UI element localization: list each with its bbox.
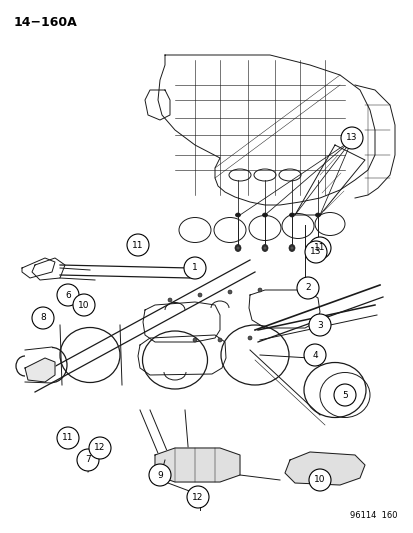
Circle shape	[304, 241, 326, 263]
Ellipse shape	[235, 213, 240, 217]
Ellipse shape	[218, 338, 221, 342]
Ellipse shape	[235, 246, 240, 250]
Text: 12: 12	[94, 443, 105, 453]
Text: 14−160A: 14−160A	[14, 16, 78, 29]
Ellipse shape	[289, 213, 294, 217]
Text: 6: 6	[65, 290, 71, 300]
Text: 9: 9	[157, 471, 162, 480]
Text: 1: 1	[192, 263, 197, 272]
Text: 3: 3	[316, 320, 322, 329]
Circle shape	[308, 237, 330, 259]
Polygon shape	[154, 448, 240, 482]
Text: 5: 5	[341, 391, 347, 400]
Text: 13: 13	[309, 247, 321, 256]
Circle shape	[308, 469, 330, 491]
Text: 12: 12	[192, 492, 203, 502]
Circle shape	[77, 449, 99, 471]
Ellipse shape	[228, 290, 231, 294]
Ellipse shape	[261, 245, 267, 252]
Text: 10: 10	[313, 475, 325, 484]
Ellipse shape	[197, 293, 202, 297]
Text: 2: 2	[304, 284, 310, 293]
Circle shape	[308, 314, 330, 336]
Circle shape	[187, 486, 209, 508]
Ellipse shape	[262, 213, 267, 217]
Ellipse shape	[289, 246, 293, 250]
Circle shape	[89, 437, 111, 459]
Text: 11: 11	[132, 240, 143, 249]
Text: 13: 13	[345, 133, 357, 142]
Circle shape	[57, 427, 79, 449]
Ellipse shape	[314, 245, 320, 252]
Text: 96114  160: 96114 160	[350, 511, 397, 520]
Polygon shape	[25, 358, 55, 382]
Ellipse shape	[257, 288, 261, 292]
Circle shape	[303, 344, 325, 366]
Ellipse shape	[235, 245, 240, 252]
Ellipse shape	[315, 213, 320, 217]
Circle shape	[333, 384, 355, 406]
Circle shape	[73, 294, 95, 316]
Circle shape	[127, 234, 149, 256]
Circle shape	[149, 464, 171, 486]
Circle shape	[57, 284, 79, 306]
Circle shape	[32, 307, 54, 329]
Text: 11: 11	[313, 244, 325, 253]
Ellipse shape	[247, 336, 252, 340]
Text: 10: 10	[78, 301, 90, 310]
Ellipse shape	[168, 298, 171, 302]
Ellipse shape	[192, 338, 197, 342]
Circle shape	[340, 127, 362, 149]
Ellipse shape	[301, 284, 307, 290]
Ellipse shape	[288, 245, 294, 252]
Circle shape	[296, 277, 318, 299]
Text: 11: 11	[62, 433, 74, 442]
Circle shape	[183, 257, 206, 279]
Polygon shape	[284, 452, 364, 485]
Text: 8: 8	[40, 313, 46, 322]
Text: 7: 7	[85, 456, 91, 464]
Ellipse shape	[262, 246, 266, 250]
Text: 4: 4	[311, 351, 317, 359]
